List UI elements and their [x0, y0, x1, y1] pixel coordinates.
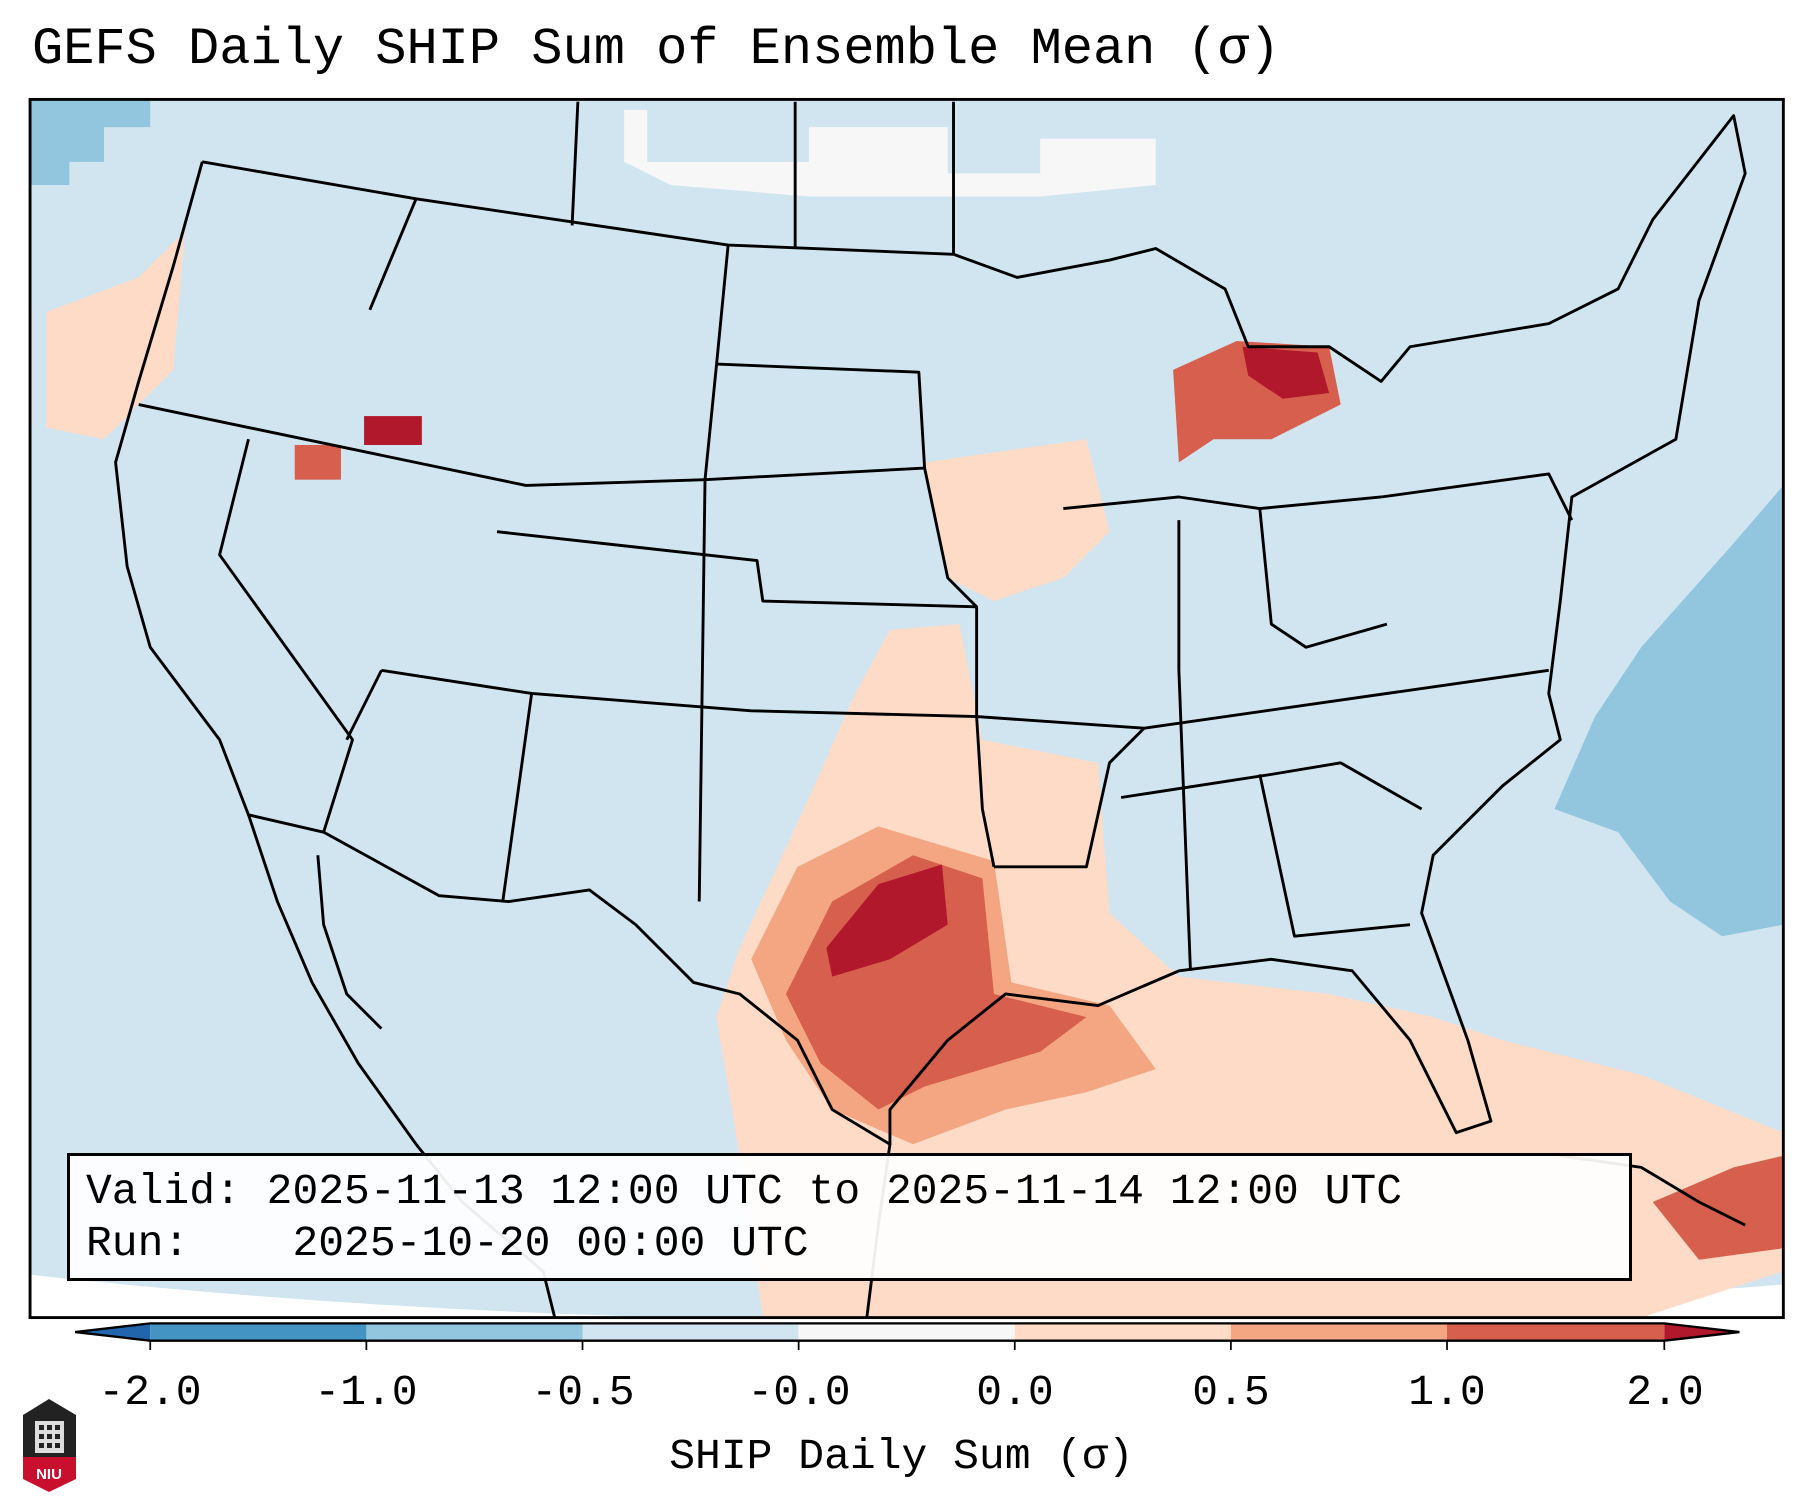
run-label: Run: [86, 1219, 190, 1268]
colorbar-tick-label: 2.0 [1626, 1368, 1704, 1417]
colorbar-tick-label: -0.5 [531, 1368, 635, 1417]
anomaly-blue-atlantic [1554, 485, 1784, 937]
anomaly-peach-region [716, 624, 1784, 1318]
run-value: 2025-10-20 00:00 UTC [292, 1219, 809, 1268]
us-outline [114, 114, 1747, 1146]
anomaly-blue-northwest [30, 99, 151, 185]
colorbar-bin [366, 1323, 583, 1341]
anomaly-red-idaho [364, 416, 422, 445]
anomaly-peach-midwest [924, 439, 1110, 602]
chart-title: GEFS Daily SHIP Sum of Ensemble Mean (σ) [32, 20, 1281, 79]
colorbar-bin [582, 1323, 799, 1341]
colorbar-bin [798, 1323, 1015, 1341]
colorbar-tick-label: -2.0 [98, 1368, 202, 1417]
colorbar-bin [1447, 1323, 1665, 1341]
colorbar-label: SHIP Daily Sum (σ) [669, 1432, 1134, 1481]
colorbar-extend-high [1664, 1323, 1740, 1341]
colorbar-tick-label: -1.0 [314, 1368, 418, 1417]
anomaly-darkred-michigan [1242, 346, 1330, 399]
colorbar-tick-label: -0.0 [747, 1368, 851, 1417]
colorbar-bin [1014, 1323, 1231, 1341]
svg-text:NIU: NIU [36, 1466, 62, 1483]
colorbar [74, 1322, 1740, 1350]
valid-value: 2025-11-13 12:00 UTC to 2025-11-14 12:00… [266, 1167, 1403, 1216]
anomaly-red-utah [294, 444, 341, 480]
state-borders [114, 101, 1747, 1146]
colorbar-extend-low [75, 1323, 151, 1341]
niu-logo: NIU [23, 1399, 76, 1492]
valid-label: Valid: [86, 1167, 241, 1216]
colorbar-tick-label: 0.0 [976, 1368, 1054, 1417]
colorbar-ticks [149, 1340, 1666, 1350]
colorbar-bin [1230, 1323, 1448, 1341]
valid-run-info-box: Valid: 2025-11-13 12:00 UTC to 2025-11-1… [67, 1153, 1632, 1281]
anomaly-red-caribbean [1652, 1155, 1784, 1260]
anomaly-peach-westcoast [46, 231, 185, 440]
anomaly-white-north [624, 109, 1156, 197]
colorbar-tick-label: 1.0 [1408, 1368, 1486, 1417]
map-plot-area [30, 99, 1784, 1318]
colorbar-bin [150, 1323, 367, 1341]
map-frame [28, 97, 1785, 1320]
anomaly-darkred-texas [826, 864, 948, 977]
colorbar-tick-label: 0.5 [1192, 1368, 1270, 1417]
